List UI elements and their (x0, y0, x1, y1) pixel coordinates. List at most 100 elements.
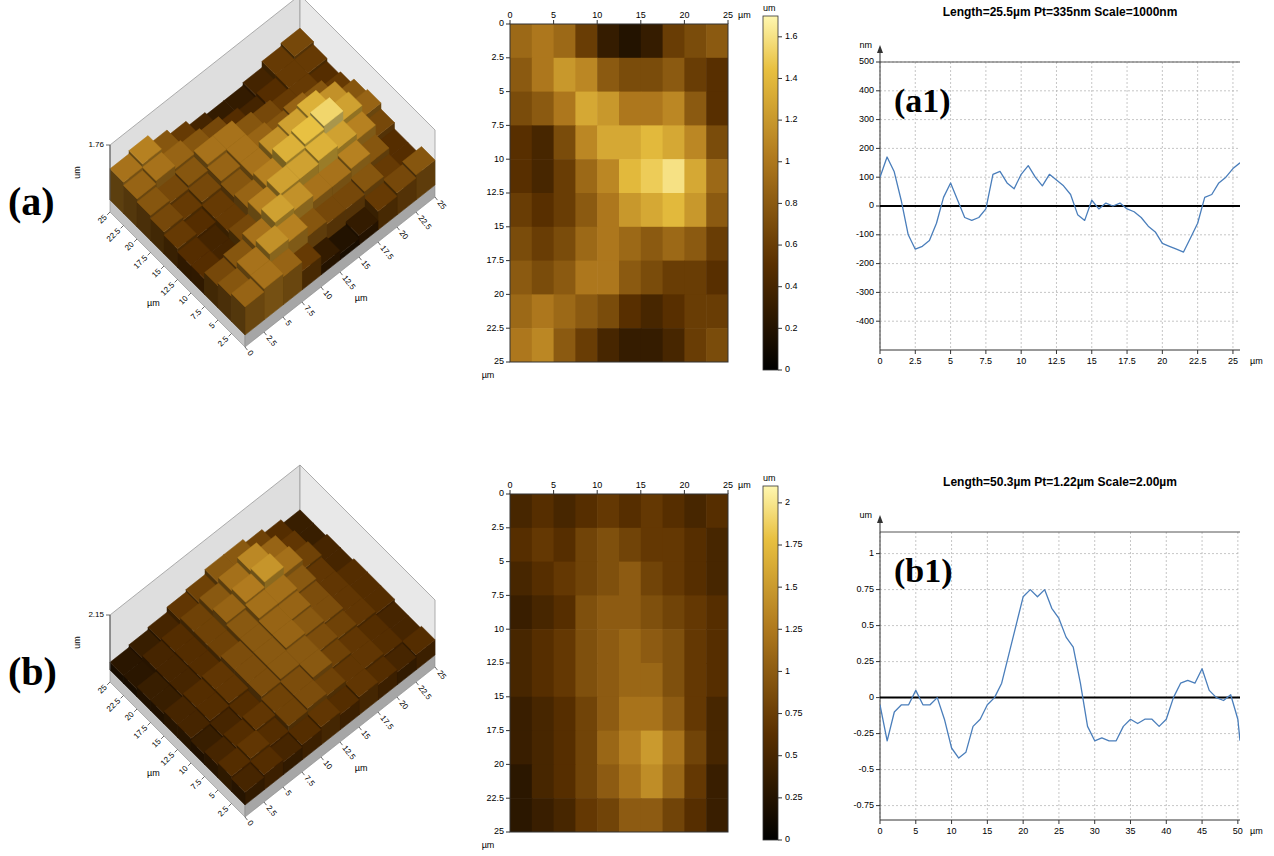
tick (876, 553, 880, 554)
heat-cell (663, 159, 685, 193)
heat-cell (641, 697, 663, 731)
heat-cell (575, 227, 597, 261)
tick (510, 20, 511, 24)
plot-marks (880, 590, 1240, 758)
tick (778, 671, 782, 672)
tick (778, 370, 782, 371)
heat-cell (706, 125, 728, 159)
heat-cell (510, 731, 532, 765)
tick-label: -0.75 (853, 800, 874, 810)
heat-cell (619, 562, 641, 596)
heat-cell (684, 261, 706, 295)
tick-label: 0 (785, 834, 790, 844)
axis-title: µm (147, 768, 160, 778)
heat-cell (706, 494, 728, 528)
grid-line (1130, 532, 1131, 820)
tick-label: 15 (359, 259, 372, 272)
tick-label: 20 (123, 709, 136, 722)
tick (215, 790, 218, 793)
heat-cell (641, 193, 663, 227)
heat-cell (554, 595, 576, 629)
heat-cell (619, 595, 641, 629)
heat-cell (641, 798, 663, 832)
heat-cell (706, 629, 728, 663)
tick (728, 490, 729, 494)
tick-label: 300 (859, 114, 874, 124)
tick-label: 1.76 (88, 140, 104, 149)
tick (302, 302, 304, 305)
tick-label: 22.5 (416, 214, 433, 232)
tick (778, 245, 782, 246)
tick-label: 0.25 (856, 656, 874, 666)
tick-label: 40 (1161, 826, 1171, 836)
heatmap-cells (510, 494, 728, 832)
heat-cell (575, 697, 597, 731)
heat-cell (597, 697, 619, 731)
heat-cell (684, 125, 706, 159)
heat-cell (532, 193, 554, 227)
tick-label: 5 (551, 10, 556, 20)
axis-title: um (859, 510, 872, 520)
heat-cell (641, 731, 663, 765)
heat-cell (575, 764, 597, 798)
tick (876, 697, 880, 698)
heat-cell (684, 159, 706, 193)
heat-cell (554, 58, 576, 92)
tick (778, 328, 782, 329)
heat-cell (706, 595, 728, 629)
tick-label: -0.5 (858, 764, 874, 774)
heat-cell (575, 294, 597, 328)
tick (778, 713, 782, 714)
heat-cell (510, 227, 532, 261)
tick-label: -100 (856, 229, 874, 239)
tick-label: 100 (859, 172, 874, 182)
tick-label: 500 (859, 56, 874, 66)
heat-cell (641, 663, 663, 697)
tick (175, 750, 178, 753)
tick-label: 17.5 (486, 255, 504, 265)
heat-cell (684, 58, 706, 92)
tick (397, 227, 399, 230)
colorbar-title: um (763, 473, 776, 483)
axis-title: µm (482, 370, 495, 380)
tick-label: 7.5 (980, 356, 993, 366)
heat-cell (554, 629, 576, 663)
tick (148, 253, 151, 256)
tick-label: 20 (494, 289, 504, 299)
heat-cell (706, 261, 728, 295)
tick (506, 527, 510, 528)
page: (a)02.557.51012.51517.52022.5252.557.510… (0, 0, 1274, 856)
tick-label: 1.75 (785, 539, 803, 549)
heat-cell (575, 731, 597, 765)
tick (876, 805, 880, 806)
heat-cell (532, 227, 554, 261)
heat-cell (532, 595, 554, 629)
tick-label: 50 (1233, 826, 1243, 836)
heat-cell (510, 697, 532, 731)
tick (778, 502, 782, 503)
axis-title: µm (147, 298, 160, 308)
grid-line (880, 805, 1240, 806)
x-axis (880, 820, 1240, 821)
tick (245, 817, 247, 820)
tick-label: -400 (856, 316, 874, 326)
tick-label: 7.5 (189, 777, 204, 792)
axis-title: µm (738, 480, 751, 490)
tick (283, 317, 285, 320)
tick (778, 840, 782, 841)
heat-cell (597, 159, 619, 193)
tick-label: 5 (913, 826, 918, 836)
tick (378, 242, 380, 245)
tick-label: 12.5 (340, 274, 357, 292)
heat-cell (641, 328, 663, 362)
tick (597, 20, 598, 24)
tick-label: 2.5 (216, 334, 231, 349)
tick-label: 5 (283, 319, 293, 329)
heat-cell (510, 92, 532, 126)
heat-cell (706, 764, 728, 798)
cell-top (251, 554, 284, 583)
heat-cell (554, 697, 576, 731)
axis-title: µm (738, 10, 751, 20)
zero-line (880, 697, 1240, 699)
tick-label: 5 (551, 480, 556, 490)
